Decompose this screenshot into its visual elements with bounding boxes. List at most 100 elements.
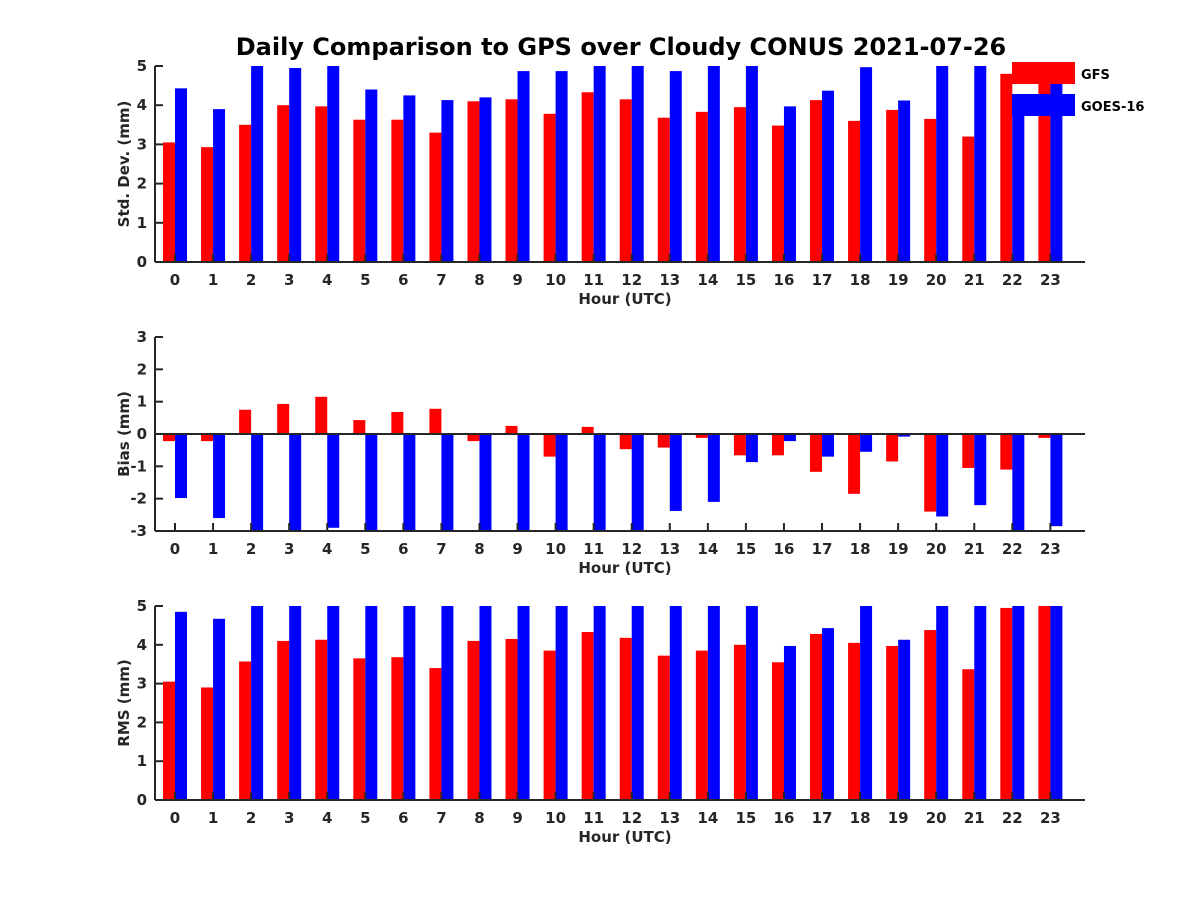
bar-goes-16-14 (707, 66, 720, 262)
x-tick-label: 22 (1002, 271, 1023, 289)
x-tick-label: 2 (246, 271, 256, 289)
x-tick-label: 23 (1040, 809, 1061, 827)
bar-gfs-9 (505, 99, 518, 262)
x-tick-label: 1 (208, 540, 218, 558)
bar-gfs-4 (315, 396, 328, 434)
x-tick-label: 21 (964, 809, 985, 827)
y-axis-label: Bias (mm) (115, 391, 133, 477)
bar-goes-16-17 (822, 434, 835, 457)
y-tick-label: 0 (137, 425, 147, 443)
x-tick-label: 13 (659, 271, 680, 289)
bar-gfs-20 (924, 630, 937, 800)
y-tick-label: 5 (137, 57, 147, 75)
bar-gfs-12 (619, 99, 632, 262)
bar-gfs-19 (886, 645, 899, 800)
bar-gfs-23 (1038, 81, 1051, 263)
bar-goes-16-13 (669, 434, 682, 511)
bar-goes-16-1 (213, 109, 226, 263)
bar-goes-16-18 (860, 606, 873, 800)
bar-gfs-8 (467, 434, 480, 442)
x-tick-label: 4 (322, 271, 332, 289)
bar-gfs-4 (315, 106, 328, 262)
x-tick-label: 19 (888, 809, 909, 827)
bar-gfs-3 (277, 403, 290, 434)
x-axis-label: Hour (UTC) (578, 559, 671, 577)
x-tick-label: 17 (812, 809, 833, 827)
bar-goes-16-1 (213, 434, 226, 519)
y-tick-label: 1 (137, 393, 147, 411)
bar-goes-16-19 (898, 434, 911, 437)
x-tick-label: 7 (436, 271, 446, 289)
bar-goes-16-2 (251, 606, 264, 800)
bar-gfs-21 (962, 434, 975, 468)
bar-gfs-6 (391, 412, 404, 434)
bar-goes-16-0 (175, 88, 187, 263)
bar-gfs-7 (429, 408, 442, 434)
x-tick-label: 10 (545, 271, 566, 289)
x-tick-label: 18 (850, 271, 871, 289)
chart-title: Daily Comparison to GPS over Cloudy CONU… (236, 33, 1007, 61)
bar-goes-16-9 (517, 606, 530, 800)
bar-goes-16-4 (327, 66, 340, 262)
bar-goes-16-20 (936, 434, 949, 517)
x-tick-label: 9 (512, 809, 522, 827)
bar-goes-16-12 (631, 66, 644, 262)
bar-goes-16-11 (593, 606, 606, 800)
x-tick-label: 14 (697, 809, 718, 827)
y-tick-label: 2 (137, 713, 147, 731)
bar-goes-16-7 (441, 434, 454, 531)
bar-gfs-0 (163, 681, 175, 800)
x-tick-label: 21 (964, 271, 985, 289)
bar-goes-16-8 (479, 606, 492, 800)
bar-goes-16-16 (783, 106, 796, 262)
bar-goes-16-14 (707, 434, 720, 502)
bar-goes-16-22 (1012, 101, 1025, 262)
y-tick-label: 5 (137, 597, 147, 615)
x-tick-label: 8 (474, 540, 484, 558)
y-tick-label: 0 (137, 253, 147, 271)
x-tick-label: 6 (398, 809, 408, 827)
x-tick-label: 5 (360, 271, 370, 289)
bar-gfs-15 (733, 107, 746, 262)
bar-gfs-22 (1000, 434, 1013, 470)
bar-goes-16-10 (555, 434, 568, 531)
bar-goes-16-8 (479, 434, 492, 531)
x-tick-label: 16 (774, 809, 795, 827)
x-tick-label: 13 (659, 809, 680, 827)
x-tick-label: 17 (812, 271, 833, 289)
bar-goes-16-10 (555, 71, 568, 262)
bar-gfs-18 (848, 642, 861, 800)
bar-goes-16-21 (974, 606, 987, 800)
bar-goes-16-0 (175, 611, 187, 800)
bar-goes-16-16 (783, 434, 796, 442)
x-tick-label: 17 (812, 540, 833, 558)
y-tick-label: 3 (137, 135, 147, 153)
bar-gfs-16 (771, 125, 784, 262)
bar-gfs-17 (810, 633, 823, 800)
bar-goes-16-2 (251, 66, 264, 262)
x-tick-label: 8 (474, 809, 484, 827)
x-tick-label: 8 (474, 271, 484, 289)
x-tick-label: 6 (398, 540, 408, 558)
bar-goes-16-17 (822, 90, 835, 262)
bar-gfs-15 (733, 434, 746, 456)
bar-gfs-20 (924, 434, 937, 512)
x-tick-label: 5 (360, 540, 370, 558)
bar-goes-16-23 (1050, 81, 1063, 263)
bar-gfs-2 (239, 661, 252, 800)
bar-goes-16-15 (745, 434, 758, 463)
x-tick-label: 19 (888, 271, 909, 289)
bar-gfs-0 (163, 142, 175, 262)
y-tick-label: -3 (130, 522, 147, 540)
x-tick-label: 4 (322, 809, 332, 827)
bar-gfs-19 (886, 434, 899, 462)
x-tick-label: 12 (621, 809, 642, 827)
bar-gfs-17 (810, 434, 823, 472)
bar-gfs-12 (619, 637, 632, 800)
bar-gfs-8 (467, 640, 480, 800)
bar-gfs-18 (848, 120, 861, 262)
x-tick-label: 22 (1002, 540, 1023, 558)
bar-gfs-17 (810, 100, 823, 262)
x-tick-label: 12 (621, 271, 642, 289)
